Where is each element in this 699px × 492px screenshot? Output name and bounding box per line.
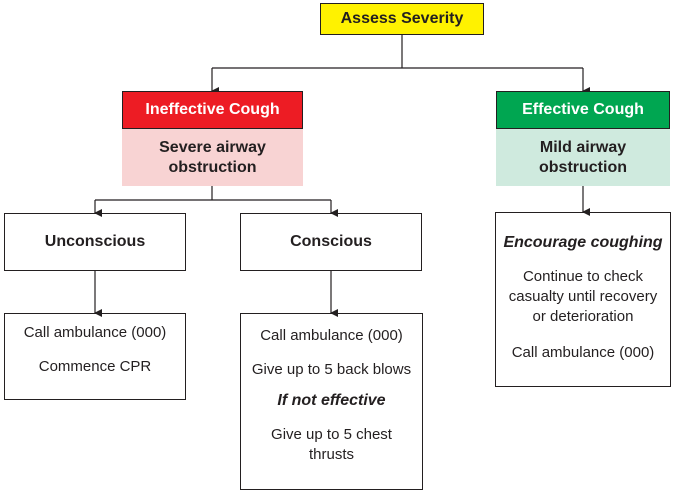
call-ambulance-text: Call ambulance (000) [511,344,655,361]
unconscious-actions-box: Call ambulance (000) Commence CPR [4,313,186,400]
back-blows-text: Give up to 5 back blows [251,361,412,378]
effective-cough-box: Effective Cough [496,91,670,129]
call-ambulance-text: Call ambulance (000) [260,327,403,344]
unconscious-box: Unconscious [4,213,186,271]
continue-check-text: Continue to check casualty until recover… [508,268,658,325]
if-not-effective-text: If not effective [277,392,386,409]
assess-severity-label: Assess Severity [340,10,464,27]
ineffective-cough-label: Ineffective Cough [145,101,280,118]
conscious-actions-box: Call ambulance (000) Give up to 5 back b… [240,313,423,490]
severe-obstruction-label: Severe airway obstruction [159,138,266,176]
ineffective-cough-box: Ineffective Cough [122,91,303,129]
effective-actions-box: Encourage coughing Continue to check cas… [495,212,671,387]
mild-obstruction-label: Mild airway obstruction [539,138,627,176]
mild-obstruction-box: Mild airway obstruction [496,129,670,186]
call-ambulance-text: Call ambulance (000) [23,324,167,341]
encourage-coughing-text: Encourage coughing [503,234,663,251]
assess-severity-box: Assess Severity [320,3,484,35]
unconscious-label: Unconscious [44,233,146,250]
conscious-label: Conscious [290,233,372,250]
commence-cpr-text: Commence CPR [38,358,152,375]
severe-obstruction-box: Severe airway obstruction [122,129,303,186]
effective-cough-label: Effective Cough [522,101,644,118]
chest-thrusts-text: Give up to 5 chest thrusts [271,426,392,463]
conscious-box: Conscious [240,213,422,271]
